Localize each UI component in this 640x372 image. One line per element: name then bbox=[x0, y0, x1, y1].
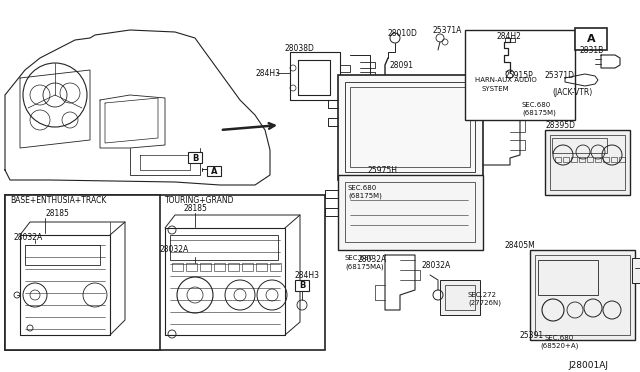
Bar bbox=[440, 280, 480, 315]
Text: TOURING+GRAND: TOURING+GRAND bbox=[165, 196, 234, 205]
Text: A: A bbox=[211, 167, 217, 176]
Text: A: A bbox=[587, 34, 595, 44]
Text: SEC.680: SEC.680 bbox=[522, 102, 551, 108]
Bar bbox=[619, 157, 625, 162]
Bar bbox=[563, 157, 569, 162]
Text: (68520+A): (68520+A) bbox=[540, 343, 579, 349]
Bar bbox=[632, 258, 640, 283]
Text: SEC.680: SEC.680 bbox=[348, 185, 377, 191]
Bar bbox=[445, 285, 475, 310]
Text: SEC.272: SEC.272 bbox=[468, 292, 497, 298]
Bar bbox=[242, 263, 253, 271]
Text: 28032A: 28032A bbox=[160, 246, 189, 254]
Text: (68175M): (68175M) bbox=[522, 110, 556, 116]
Text: (JACK-VTR): (JACK-VTR) bbox=[552, 87, 592, 96]
Text: 284H3: 284H3 bbox=[295, 270, 320, 279]
Text: 28185: 28185 bbox=[45, 208, 69, 218]
Text: 25371A: 25371A bbox=[433, 26, 462, 35]
Text: 25915P: 25915P bbox=[505, 71, 534, 80]
Text: 28395D: 28395D bbox=[546, 121, 576, 129]
Text: 28185: 28185 bbox=[183, 203, 207, 212]
Bar bbox=[350, 87, 470, 167]
Bar bbox=[25, 245, 100, 265]
Text: 25391: 25391 bbox=[520, 331, 544, 340]
Bar bbox=[228, 263, 239, 271]
Text: (68175MA): (68175MA) bbox=[345, 264, 383, 270]
Text: BASE+ENTHUSIA+TRACK: BASE+ENTHUSIA+TRACK bbox=[10, 196, 106, 205]
Text: 284H3: 284H3 bbox=[255, 68, 280, 77]
Bar bbox=[579, 157, 585, 162]
Bar bbox=[188, 152, 202, 163]
Text: (68175M): (68175M) bbox=[348, 193, 382, 199]
Bar bbox=[345, 182, 475, 242]
Text: HARN-AUX AUDIO: HARN-AUX AUDIO bbox=[475, 77, 537, 83]
Text: B: B bbox=[192, 154, 198, 163]
Bar bbox=[611, 157, 617, 162]
Bar bbox=[5, 195, 160, 350]
Bar bbox=[170, 235, 278, 260]
Text: 28032A: 28032A bbox=[358, 256, 387, 264]
Text: 25371D: 25371D bbox=[545, 71, 575, 80]
Bar bbox=[530, 250, 635, 340]
Text: SEC.680: SEC.680 bbox=[545, 335, 574, 341]
Text: 28010D: 28010D bbox=[388, 29, 418, 38]
Bar bbox=[603, 157, 609, 162]
Text: 28032A: 28032A bbox=[422, 260, 451, 269]
Bar bbox=[270, 263, 281, 271]
Text: B: B bbox=[299, 282, 305, 291]
Text: SYSTEM: SYSTEM bbox=[482, 86, 509, 92]
Bar bbox=[545, 130, 630, 195]
Text: 25975H: 25975H bbox=[368, 166, 398, 174]
Bar bbox=[256, 263, 267, 271]
Text: 28032A: 28032A bbox=[13, 232, 42, 241]
Text: 2831B: 2831B bbox=[580, 45, 604, 55]
Bar bbox=[338, 75, 483, 180]
Bar bbox=[338, 175, 483, 250]
Text: SEC.680: SEC.680 bbox=[345, 255, 374, 261]
Bar bbox=[595, 157, 601, 162]
Bar bbox=[538, 260, 598, 295]
Bar bbox=[172, 263, 183, 271]
Bar bbox=[550, 135, 625, 190]
Text: J28001AJ: J28001AJ bbox=[568, 360, 608, 369]
Text: 28091: 28091 bbox=[390, 61, 414, 70]
Text: 28038D: 28038D bbox=[285, 44, 315, 52]
Bar bbox=[186, 263, 197, 271]
Text: 284H2: 284H2 bbox=[497, 32, 522, 41]
Bar bbox=[587, 157, 593, 162]
Bar bbox=[552, 138, 607, 153]
Bar bbox=[571, 157, 577, 162]
Bar bbox=[345, 82, 475, 172]
Text: 28405M: 28405M bbox=[504, 241, 535, 250]
Bar bbox=[214, 263, 225, 271]
Bar bbox=[295, 280, 309, 291]
Bar bbox=[575, 28, 607, 50]
Bar bbox=[5, 195, 325, 350]
Text: (27726N): (27726N) bbox=[468, 300, 501, 306]
Bar bbox=[207, 166, 221, 176]
Bar bbox=[555, 157, 561, 162]
Bar bbox=[535, 255, 630, 335]
Bar bbox=[465, 30, 575, 120]
Bar bbox=[200, 263, 211, 271]
